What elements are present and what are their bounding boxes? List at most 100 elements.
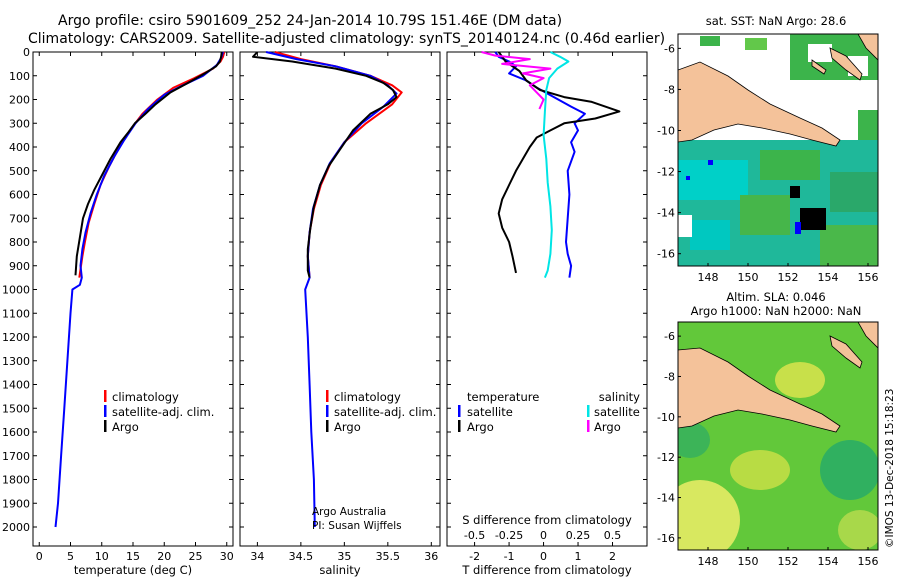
depth-tick-label: 500 [9, 165, 30, 178]
sla-map-title-line2: Argo h1000: NaN h2000: NaN [691, 304, 862, 318]
map-y-tick-label: -14 [657, 492, 675, 505]
x-tick-label: 30 [220, 550, 234, 563]
legend-marker-s-satellite [587, 405, 590, 417]
map-y-tick-label: -6 [664, 42, 675, 55]
figure-title-line1: Argo profile: csiro 5901609_252 24-Jan-2… [58, 13, 562, 29]
x-tick-label: 5 [67, 550, 74, 563]
sst-map-frame [677, 33, 879, 267]
sst-map [678, 34, 878, 266]
legend-label-satellite: satellite-adj. clim. [334, 405, 436, 419]
series-line-satellite-adj-clim- [54, 51, 224, 528]
depth-tick-label: 400 [9, 141, 30, 154]
series-line-s-satellite [542, 51, 570, 278]
sla-map-title-line1: Altim. SLA: 0.046 [726, 290, 825, 304]
sla-map-axes: 148 150 152 154 156 -6 -8 -10 -12 -14 -16 [657, 330, 878, 568]
depth-tick-label: 1500 [2, 402, 30, 415]
x-tick-label: -2 [469, 550, 480, 563]
temperature-x-label: temperature (deg C) [74, 563, 192, 577]
land-new-guinea [678, 347, 841, 433]
x-tick-label: 0 [36, 550, 43, 563]
map-x-tick-label: 156 [858, 555, 879, 568]
depth-axis: 0 100 200 300 400 500 600 700 800 900 1000 1100 1200… [2, 46, 647, 534]
sla-patch [678, 480, 740, 550]
s-tick-label: 0 [540, 529, 547, 542]
land-new-guinea [678, 61, 841, 147]
map-x-tick-label: 150 [738, 555, 759, 568]
map-x-tick-label: 154 [818, 271, 839, 284]
depth-tick-label: 1300 [2, 355, 30, 368]
map-x-tick-label: 154 [818, 555, 839, 568]
legend-label-s-argo: Argo [594, 420, 621, 434]
sst-patch [830, 172, 878, 212]
difference-legend: temperature satellite Argo salinity sate… [458, 390, 640, 434]
depth-tick-label: 100 [9, 70, 30, 83]
series-line-s-argo [481, 51, 552, 110]
legend-label-argo: Argo [112, 420, 139, 434]
salinity-legend: climatology satellite-adj. clim. Argo [326, 390, 436, 434]
series-line-climatology [78, 51, 226, 278]
land-island [811, 59, 827, 75]
map-x-tick-label: 148 [698, 555, 719, 568]
temperature-lines [54, 51, 226, 528]
map-y-tick-label: -10 [657, 411, 675, 424]
salinity-panel-frame [239, 51, 441, 547]
legend-label-satellite: satellite-adj. clim. [112, 405, 214, 419]
legend-label-t-argo: Argo [467, 420, 494, 434]
legend-marker-satellite [104, 405, 107, 417]
depth-tick-label: 0 [23, 46, 30, 59]
temperature-x-axis: 0 5 10 15 20 25 30 [36, 52, 234, 563]
sst-missing [790, 186, 800, 198]
x-tick-label: 20 [157, 550, 171, 563]
map-x-tick-label: 152 [778, 555, 799, 568]
sst-map-title: sat. SST: NaN Argo: 28.6 [706, 14, 847, 28]
map-x-tick-label: 156 [858, 271, 879, 284]
s-tick-label: -0.25 [495, 529, 523, 542]
depth-tick-label: 1400 [2, 379, 30, 392]
sst-cloud [808, 44, 832, 62]
land-new-britain [829, 47, 863, 81]
legend-label-climatology: climatology [334, 390, 401, 404]
difference-x-axis: -2 -1 0 1 2 -0.5 -0.25 0 0.25 0.5 [464, 52, 621, 563]
s-tick-label: 0.25 [566, 529, 591, 542]
x-tick-label: 2 [609, 550, 616, 563]
map-y-tick-label: -10 [657, 124, 675, 137]
map-y-tick-label: -16 [657, 532, 675, 545]
map-y-tick-label: -12 [657, 451, 675, 464]
difference-panel-frame [446, 51, 648, 547]
depth-tick-label: 1900 [2, 497, 30, 510]
sst-patch [795, 222, 801, 234]
legend-marker-argo [104, 420, 107, 432]
depth-tick-label: 700 [9, 212, 30, 225]
sst-patch [686, 176, 690, 180]
imos-credit: ©IMOS 13-Dec-2018 15:18:23 [884, 389, 896, 548]
s-tick-label: 0.5 [604, 529, 622, 542]
legend-marker-s-argo [587, 420, 590, 432]
sla-patch [820, 440, 878, 500]
t-difference-x-label: T difference from climatology [461, 563, 632, 577]
depth-tick-label: 1800 [2, 474, 30, 487]
x-tick-label: 15 [126, 550, 140, 563]
legend-label-t-satellite: satellite [467, 405, 513, 419]
land-new-ireland [857, 322, 878, 349]
depth-tick-label: 1100 [2, 307, 30, 320]
series-line-argo [74, 51, 223, 276]
depth-tick-label: 2000 [2, 521, 30, 534]
salinity-lines [252, 51, 403, 528]
legend-label-s-satellite: satellite [594, 405, 640, 419]
x-tick-label: 36 [424, 550, 438, 563]
sla-patch [730, 450, 790, 490]
sst-patch [760, 150, 820, 180]
sla-patch [775, 362, 825, 398]
sst-patch [745, 38, 767, 50]
series-line-t-satellite [494, 51, 586, 278]
sst-patch [858, 110, 878, 140]
legend-marker-t-argo [458, 420, 461, 432]
legend-label-climatology: climatology [112, 390, 179, 404]
sst-missing [800, 208, 826, 230]
legend-marker-satellite [326, 405, 329, 417]
map-y-tick-label: -14 [657, 207, 675, 220]
s-tick-label: -0.5 [464, 529, 485, 542]
legend-label-argo: Argo [334, 420, 361, 434]
x-tick-label: 35.5 [376, 550, 401, 563]
